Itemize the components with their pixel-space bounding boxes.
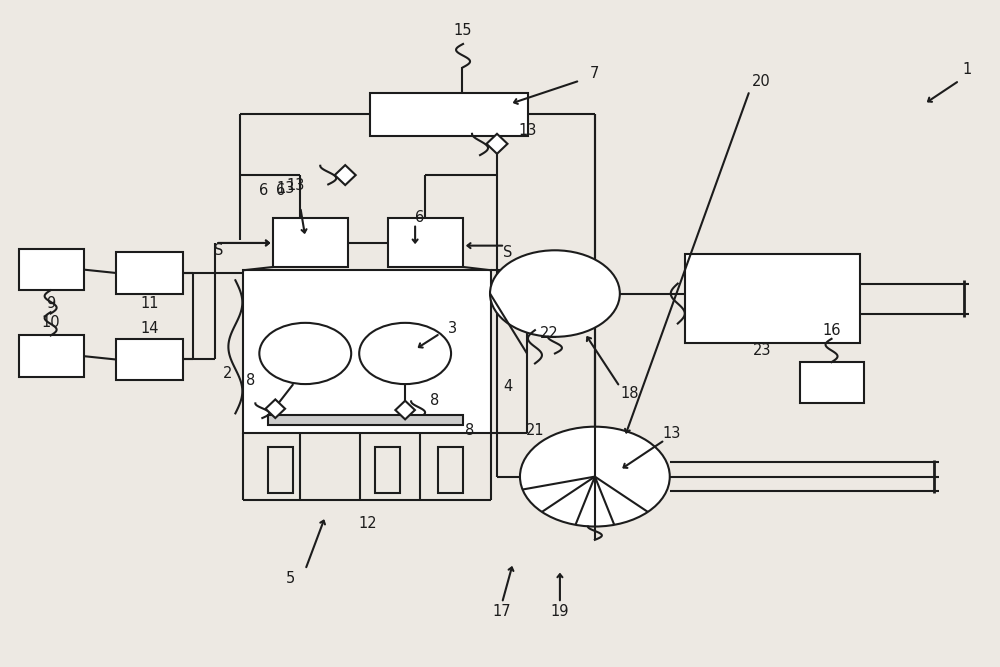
Bar <box>243 270 491 434</box>
Text: 17: 17 <box>493 604 511 619</box>
Text: S: S <box>503 245 513 259</box>
Text: 15: 15 <box>454 23 472 38</box>
Text: 16: 16 <box>822 323 841 338</box>
Text: 4: 4 <box>503 380 513 394</box>
Polygon shape <box>395 401 415 420</box>
Polygon shape <box>335 165 356 185</box>
Bar <box>370 93 528 136</box>
Text: 13: 13 <box>519 123 537 138</box>
Text: 22: 22 <box>540 326 558 341</box>
Bar <box>685 253 860 344</box>
Circle shape <box>490 250 620 337</box>
Text: 12: 12 <box>359 516 377 531</box>
Bar <box>116 252 183 293</box>
Text: 8: 8 <box>246 373 255 388</box>
Bar <box>375 447 400 494</box>
Bar <box>116 339 183 380</box>
Text: 13: 13 <box>276 181 294 196</box>
Bar <box>438 447 463 494</box>
Text: 10: 10 <box>41 315 60 329</box>
Bar <box>388 218 463 267</box>
Circle shape <box>259 323 351 384</box>
Text: 23: 23 <box>752 343 771 358</box>
Text: 8: 8 <box>465 422 475 438</box>
Bar <box>268 415 463 425</box>
Bar <box>19 249 84 290</box>
Text: 2: 2 <box>223 366 232 381</box>
Text: S: S <box>214 243 223 258</box>
Text: 5: 5 <box>286 571 295 586</box>
Polygon shape <box>266 400 285 418</box>
Text: 13: 13 <box>286 178 304 193</box>
Text: 19: 19 <box>551 604 569 619</box>
Bar <box>268 447 293 494</box>
Bar <box>273 218 348 267</box>
Polygon shape <box>487 134 507 154</box>
Text: 14: 14 <box>140 321 159 336</box>
Circle shape <box>520 427 670 526</box>
Text: 20: 20 <box>752 75 771 89</box>
Bar <box>19 336 84 377</box>
Text: 8: 8 <box>430 393 440 408</box>
Circle shape <box>359 323 451 384</box>
Bar <box>800 362 864 404</box>
Text: 21: 21 <box>526 422 544 438</box>
Text: 1: 1 <box>963 63 972 77</box>
Text: 6: 6 <box>415 209 425 225</box>
Text: 11: 11 <box>140 296 159 311</box>
Text: 3: 3 <box>448 321 457 336</box>
Text: 9: 9 <box>46 296 55 311</box>
Text: 18: 18 <box>621 386 639 401</box>
Text: 13: 13 <box>663 426 681 441</box>
Text: 6: 6 <box>276 183 285 198</box>
Text: 7: 7 <box>590 67 600 81</box>
Text: 6: 6 <box>259 183 268 198</box>
